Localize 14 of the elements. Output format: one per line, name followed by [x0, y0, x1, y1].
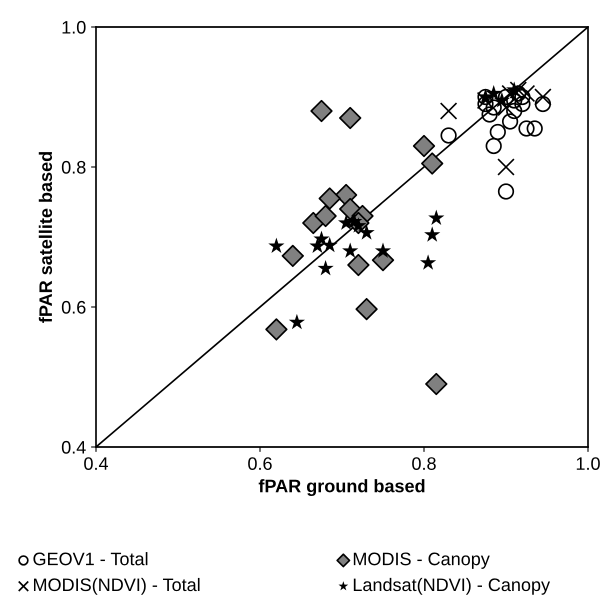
- x-axis-title: fPAR ground based: [258, 479, 424, 496]
- legend-label: MODIS(NDVI) - Total: [34, 578, 200, 595]
- y-axis-title: fPAR satellite based: [38, 152, 52, 323]
- x-tick-label: 0.6: [248, 457, 272, 470]
- y-tick-label: 0.6: [62, 300, 86, 314]
- x-tick-label: 0.8: [412, 457, 436, 470]
- legend-label: MODIS - Canopy: [354, 552, 490, 569]
- y-tick-label: 0.8: [62, 160, 86, 174]
- legend-label: GEOV1 - Total: [33, 552, 148, 566]
- y-tick-label: 0.4: [62, 440, 86, 454]
- y-tick-label: 1.0: [62, 20, 86, 34]
- x-tick-label: 0.4: [84, 457, 108, 470]
- legend-label: Landsat(NDVI) - Canopy: [354, 578, 550, 595]
- x-tick-label: 1.0: [576, 457, 600, 470]
